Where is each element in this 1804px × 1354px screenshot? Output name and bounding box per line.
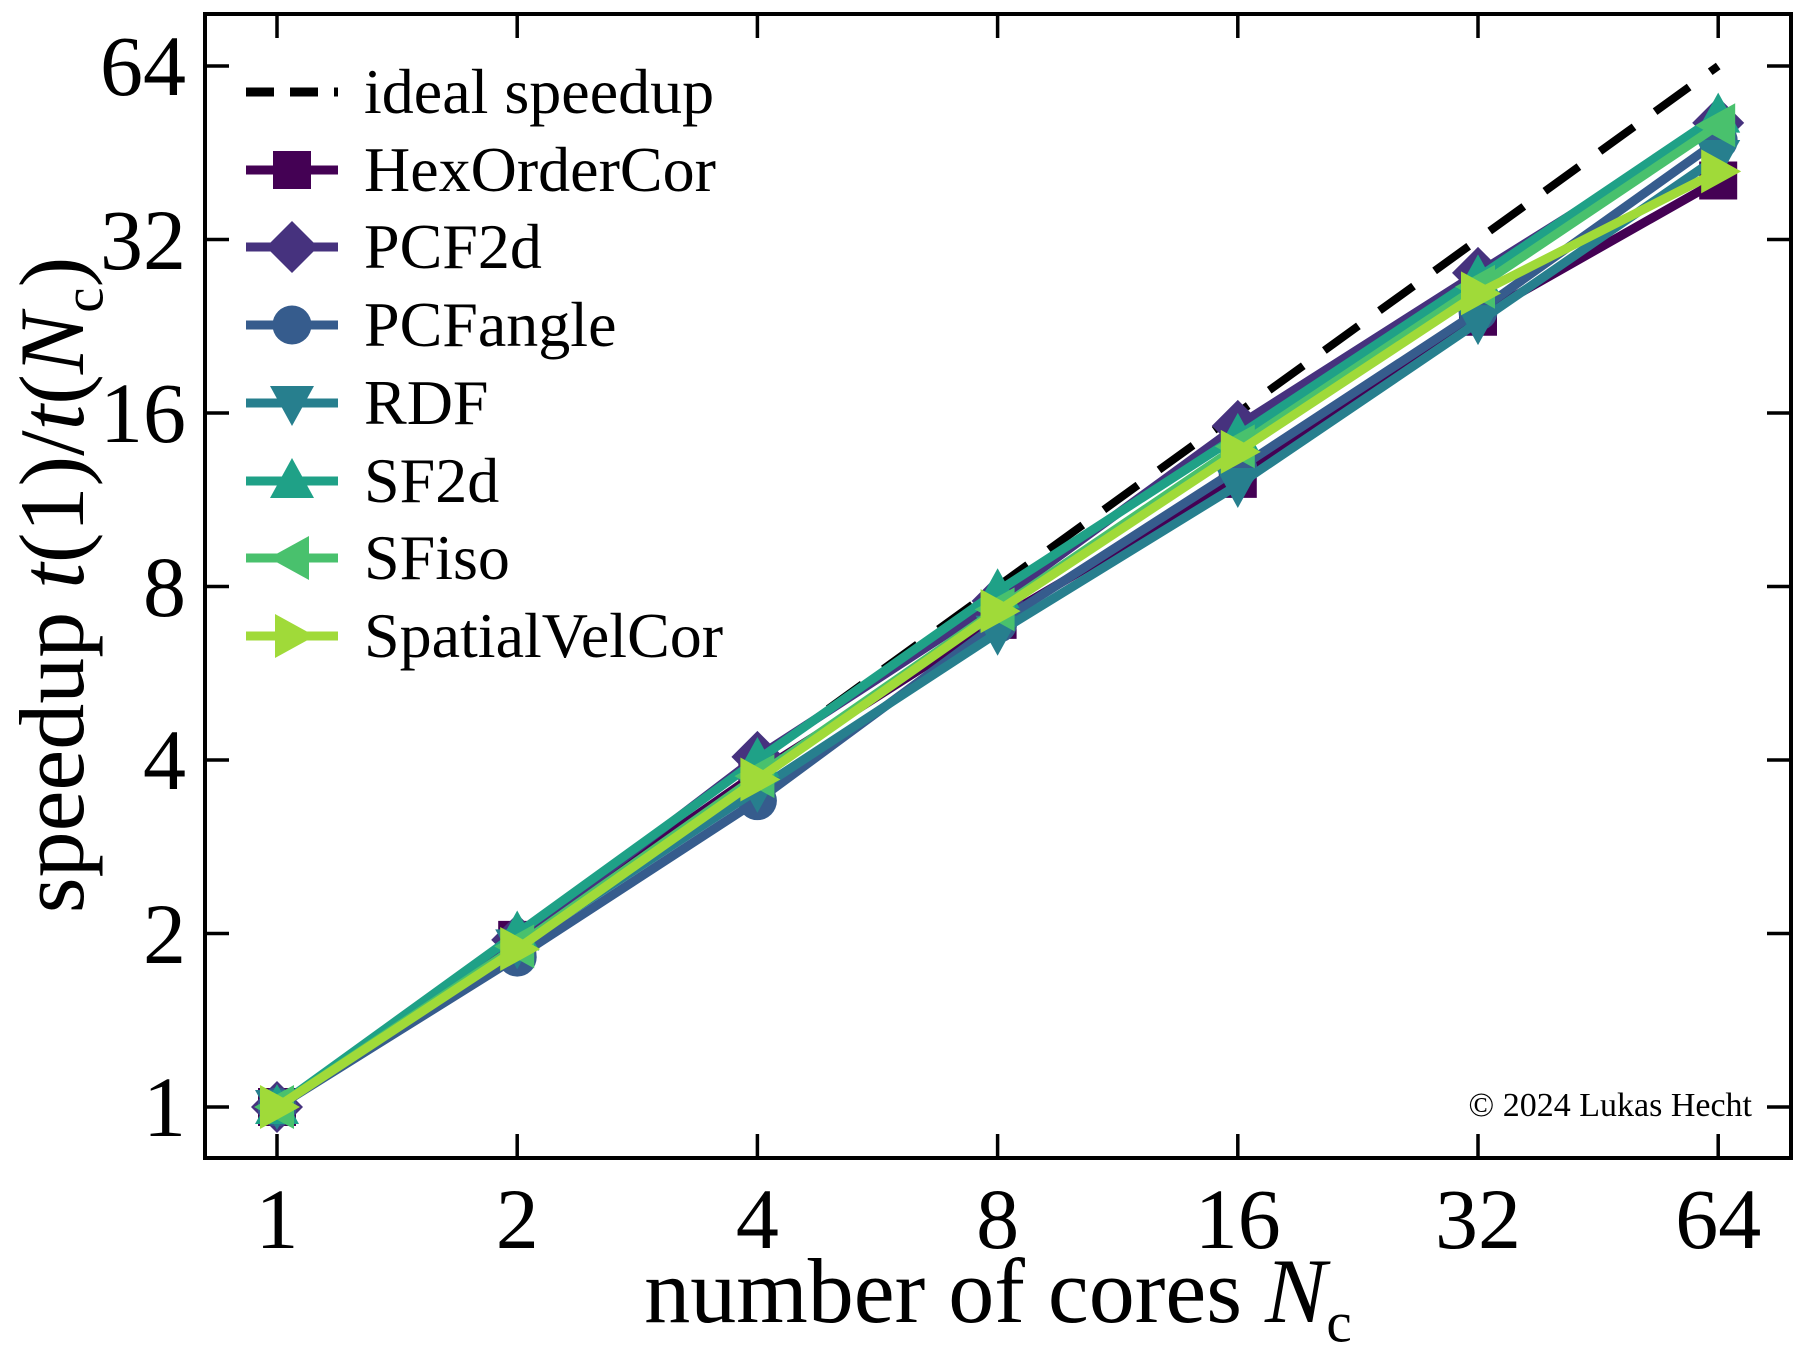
marker-SpatialVelCor-x8 xyxy=(980,589,1021,634)
legend-item-rdf: RDF xyxy=(242,367,489,439)
legend-marker-SF2d xyxy=(270,457,314,498)
x-tick-label-32: 32 xyxy=(1435,1171,1521,1267)
legend-label: SFiso xyxy=(364,522,510,594)
x-axis-label-sub: c xyxy=(1326,1291,1352,1354)
legend-label: SpatialVelCor xyxy=(364,599,724,671)
marker-SpatialVelCor-x1 xyxy=(260,1085,300,1129)
legend-item-hexordercor: HexOrderCor xyxy=(242,134,716,206)
legend-label: RDF xyxy=(364,366,489,438)
legend-triangle-left-marker-icon xyxy=(246,536,338,581)
legend-circle-marker-icon xyxy=(246,305,338,345)
y-tick-label-1: 1 xyxy=(143,1059,186,1155)
legend-marker-SFiso xyxy=(269,536,309,581)
legend-marker-PCF2d xyxy=(266,221,318,274)
marker-SpatialVelCor-x64 xyxy=(1701,149,1742,194)
x-tick-label-8: 8 xyxy=(976,1171,1020,1267)
marker-RDF-x16 xyxy=(1215,468,1260,509)
x-axis-label-text: number of cores xyxy=(644,1240,1266,1342)
legend-triangle-up-marker-icon xyxy=(246,457,338,498)
x-axis-label: number of cores Nc xyxy=(0,1240,1804,1351)
y-tick-label-32: 32 xyxy=(100,191,186,288)
x-tick-label-64: 64 xyxy=(1675,1171,1762,1267)
x-tick-label-1: 1 xyxy=(255,1171,299,1267)
legend-item-spatialvelcor: SpatialVelCor xyxy=(242,600,723,672)
y-tick-label-4: 4 xyxy=(143,712,186,808)
marker-SpatialVelCor-x4 xyxy=(740,757,781,802)
legend-marker-RDF xyxy=(270,385,314,426)
y-tick-label-2: 2 xyxy=(143,885,186,982)
legend-label: SF2d xyxy=(364,444,500,516)
marker-SpatialVelCor-x32 xyxy=(1461,271,1501,316)
legend-item-sfiso: SFiso xyxy=(242,522,510,594)
marker-SpatialVelCor-x2 xyxy=(500,926,541,971)
legend-square-marker-icon xyxy=(246,150,338,189)
y-tick-label-64: 64 xyxy=(100,18,186,114)
legend-triangle-down-marker-icon xyxy=(246,385,338,426)
legend-item-ideal-speedup: ideal speedup xyxy=(242,56,714,128)
legend-item-pcf2d: PCF2d xyxy=(242,211,542,283)
marker-RDF-x32 xyxy=(1456,305,1500,346)
marker-SpatialVelCor-x16 xyxy=(1220,429,1261,474)
x-tick-label-4: 4 xyxy=(735,1171,779,1267)
legend-marker-PCFangle xyxy=(272,305,312,345)
y-tick-label-8: 8 xyxy=(143,538,186,635)
legend-label: PCF2d xyxy=(364,211,542,283)
legend-label: HexOrderCor xyxy=(364,133,716,205)
marker-SFiso-x64 xyxy=(1695,103,1736,148)
x-axis-label-var: N xyxy=(1265,1240,1327,1342)
legend-item-pcfangle: PCFangle xyxy=(242,289,616,361)
legend-dashed-line-icon xyxy=(246,87,338,97)
y-tick-label-16: 16 xyxy=(100,365,186,461)
x-tick-label-16: 16 xyxy=(1194,1171,1281,1267)
legend-label: PCFangle xyxy=(364,289,617,361)
copyright-note: © 2024 Lukas Hecht xyxy=(1468,1087,1752,1124)
x-tick-label-2: 2 xyxy=(495,1171,539,1267)
legend-diamond-marker-icon xyxy=(246,221,338,274)
legend-marker-SpatialVelCor xyxy=(275,613,315,658)
legend-marker-HexOrderCor xyxy=(273,150,311,189)
legend-triangle-right-marker-icon xyxy=(246,613,338,658)
legend-label: ideal speedup xyxy=(364,56,715,127)
legend-item-sf2d: SF2d xyxy=(242,445,499,517)
